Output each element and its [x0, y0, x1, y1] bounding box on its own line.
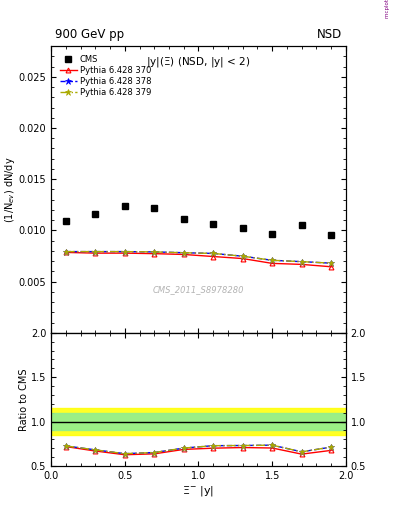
Pythia 6.428 370	[329, 264, 333, 270]
Y-axis label: Ratio to CMS: Ratio to CMS	[20, 368, 29, 431]
Pythia 6.428 379	[329, 260, 333, 266]
Pythia 6.428 379	[182, 250, 186, 256]
CMS	[241, 225, 245, 231]
Pythia 6.428 370	[241, 255, 245, 262]
Pythia 6.428 370	[152, 250, 156, 257]
Text: mcplots.cern.ch [arXiv:1306.3436]: mcplots.cern.ch [arXiv:1306.3436]	[385, 0, 390, 18]
Bar	[51, 413, 346, 431]
Text: CMS_2011_S8978280: CMS_2011_S8978280	[153, 285, 244, 294]
Line: Pythia 6.428 370: Pythia 6.428 370	[63, 250, 334, 269]
CMS	[270, 231, 275, 237]
Pythia 6.428 370	[64, 249, 68, 255]
CMS	[152, 205, 156, 211]
Pythia 6.428 378	[182, 250, 186, 256]
Text: |y|($\Xi$) (NSD, |y| < 2): |y|($\Xi$) (NSD, |y| < 2)	[146, 55, 251, 69]
Pythia 6.428 379	[64, 248, 68, 254]
X-axis label: $\Xi^{-}$ |y|: $\Xi^{-}$ |y|	[182, 483, 215, 498]
Y-axis label: (1/N$_{ev}$) dN/dy: (1/N$_{ev}$) dN/dy	[3, 156, 17, 223]
CMS	[123, 202, 127, 208]
Pythia 6.428 370	[182, 251, 186, 258]
CMS	[299, 222, 304, 228]
Legend: CMS, Pythia 6.428 370, Pythia 6.428 378, Pythia 6.428 379: CMS, Pythia 6.428 370, Pythia 6.428 378,…	[58, 53, 153, 99]
Pythia 6.428 379	[241, 253, 245, 259]
Pythia 6.428 379	[152, 249, 156, 255]
Pythia 6.428 379	[211, 250, 216, 257]
Pythia 6.428 378	[329, 260, 333, 266]
Pythia 6.428 378	[152, 249, 156, 255]
CMS	[211, 221, 216, 227]
Pythia 6.428 378	[211, 250, 216, 257]
Line: Pythia 6.428 379: Pythia 6.428 379	[63, 248, 334, 266]
Line: CMS: CMS	[63, 202, 334, 238]
Pythia 6.428 378	[270, 257, 275, 263]
Pythia 6.428 378	[64, 248, 68, 254]
Pythia 6.428 370	[299, 261, 304, 267]
Pythia 6.428 378	[123, 248, 127, 254]
Pythia 6.428 378	[93, 248, 98, 254]
Pythia 6.428 379	[93, 248, 98, 254]
Pythia 6.428 379	[123, 248, 127, 254]
CMS	[93, 210, 98, 217]
Bar	[51, 408, 346, 435]
CMS	[64, 218, 68, 224]
Pythia 6.428 370	[93, 250, 98, 256]
Text: NSD: NSD	[317, 28, 342, 41]
Pythia 6.428 378	[299, 259, 304, 265]
CMS	[182, 216, 186, 222]
Text: 900 GeV pp: 900 GeV pp	[55, 28, 124, 41]
Pythia 6.428 370	[270, 260, 275, 266]
Pythia 6.428 378	[241, 253, 245, 259]
Pythia 6.428 370	[211, 253, 216, 260]
Pythia 6.428 379	[270, 257, 275, 263]
Pythia 6.428 370	[123, 250, 127, 256]
Pythia 6.428 379	[299, 259, 304, 265]
CMS	[329, 232, 333, 238]
Line: Pythia 6.428 378: Pythia 6.428 378	[63, 248, 334, 266]
